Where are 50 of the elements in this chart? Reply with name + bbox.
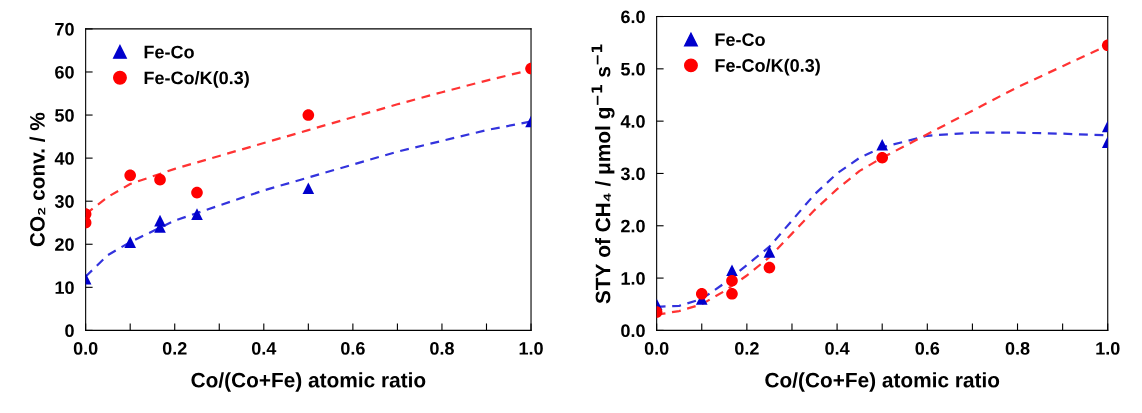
y-tick-label: 0.0	[621, 324, 645, 338]
point	[876, 138, 888, 151]
legend-label: Fe-Co/K(0.3)	[144, 71, 249, 88]
x-tick-label: 0.0	[644, 341, 669, 355]
y-tick-label: 2.0	[621, 219, 645, 233]
x-tick-label: 0.4	[825, 341, 850, 355]
point	[763, 261, 776, 274]
x-tick-label: 0.2	[162, 341, 187, 355]
y-tick-label: 0	[65, 324, 74, 338]
x-tick-label: 0.4	[251, 341, 277, 355]
y-axis-title: CO₂ conv. / %	[29, 112, 46, 247]
point	[191, 208, 203, 220]
point	[763, 246, 776, 258]
point	[124, 169, 136, 182]
x-axis-title: Co/(Co+Fe) atomic ratio	[191, 372, 426, 392]
x-tick-label: 0.6	[915, 341, 940, 355]
point	[695, 287, 708, 300]
y-tick-label: 6.0	[621, 10, 645, 24]
legend-label: Fe-Co/K(0.3)	[715, 58, 820, 76]
x-tick-label: 1.0	[1096, 341, 1120, 355]
x-tick-label: 0.0	[73, 341, 98, 355]
point	[154, 173, 166, 186]
y-tick-label: 4.0	[620, 115, 645, 128]
point	[302, 182, 315, 195]
y-tick-label: 1.0	[621, 272, 645, 285]
y-tick-label: 30	[54, 195, 74, 208]
y-tick-label: 20	[55, 238, 74, 251]
y-tick-label: 50	[55, 108, 74, 122]
point	[876, 151, 888, 164]
y-tick-label: 3.0	[620, 167, 645, 181]
point	[302, 109, 315, 121]
x-tick-label: 1.0	[519, 341, 543, 355]
y-tick-label: 60	[55, 65, 74, 79]
x-axis-title: Co/(Co+Fe) atomic ratio	[765, 372, 1000, 392]
x-tick-label: 0.8	[1005, 341, 1030, 355]
x-tick-label: 0.6	[341, 341, 365, 355]
y-tick-label: 10	[55, 281, 74, 295]
y-tick-label: 70	[55, 22, 74, 36]
legend-label: Fe-Co	[144, 45, 194, 59]
point	[726, 287, 738, 300]
y-axis-title: STY of CH₄ / μmol g$^{−1}$ s$^{−1}$	[591, 44, 615, 304]
point	[191, 186, 203, 199]
y-tick-label: 5.0	[621, 62, 645, 76]
x-tick-label: 0.2	[735, 341, 759, 355]
x-tick-label: 0.8	[430, 341, 454, 355]
legend-label: Fe-Co	[715, 33, 765, 47]
y-tick-label: 40	[54, 152, 74, 165]
point	[726, 274, 738, 287]
point	[124, 236, 136, 248]
point	[726, 264, 738, 277]
